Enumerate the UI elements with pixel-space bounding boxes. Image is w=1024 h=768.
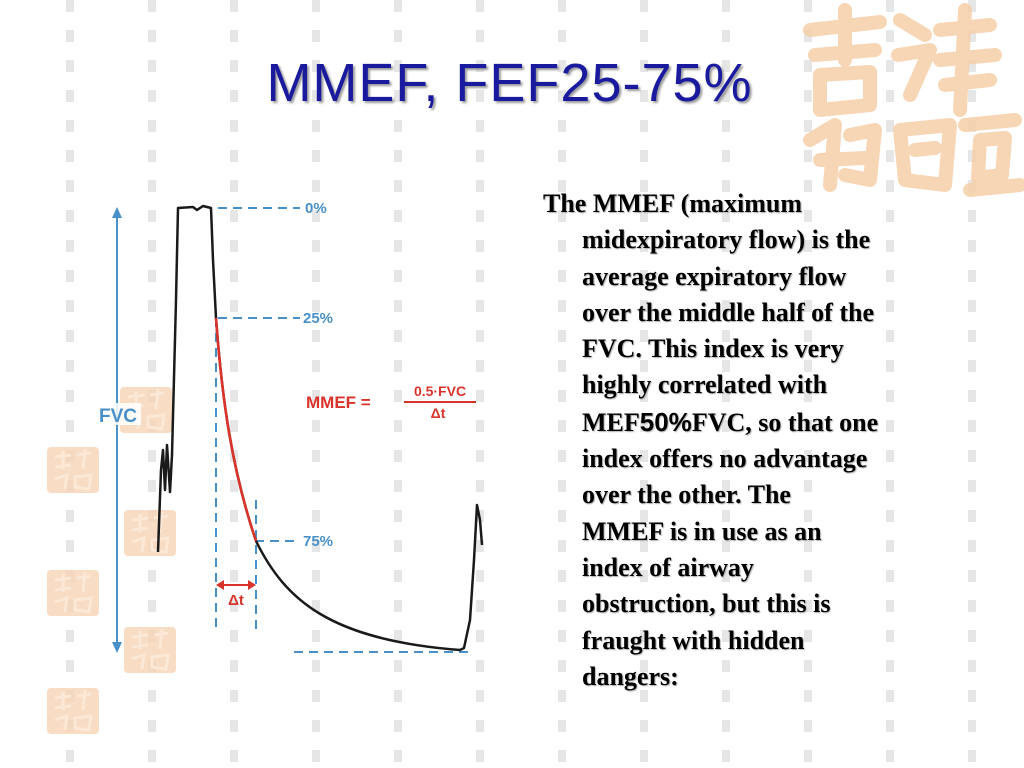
seal-stamp-icon xyxy=(124,510,176,556)
decorative-seal-icon xyxy=(803,3,1024,197)
label-75-percent: 75% xyxy=(303,533,333,550)
delta-t-arrow xyxy=(216,580,256,590)
text-line: fraught with hidden xyxy=(582,625,805,655)
formula-denominator: Δt xyxy=(431,405,446,421)
seal-stamp-icon xyxy=(47,570,99,616)
formula-numerator: 0.5·FVC xyxy=(414,383,466,399)
formula-lhs: MMEF = xyxy=(306,393,371,412)
text-line: MMEF is in use as an xyxy=(582,516,822,546)
fvc-label: FVC xyxy=(99,406,137,427)
guide-lines xyxy=(215,207,472,653)
slide-title: MMEF, FEF25-75% xyxy=(266,53,753,113)
body-paragraph: The MMEF (maximum midexpiratory flow) is… xyxy=(543,186,983,695)
text-line: highly correlated with xyxy=(582,370,828,400)
text-line: dangers: xyxy=(582,661,679,691)
flow-curve xyxy=(156,204,484,652)
mef-percent: 50% xyxy=(639,406,692,437)
fvc-arrow xyxy=(112,207,122,653)
label-0-percent: 0% xyxy=(305,200,327,217)
text-line: The MMEF (maximum xyxy=(543,189,802,218)
text-line: FVC. This index is very xyxy=(582,334,844,364)
text-line: over the middle half of the xyxy=(582,297,874,327)
text-line: midexpiratory flow) is the xyxy=(582,225,871,255)
text-line: index of airway xyxy=(582,552,754,582)
seal-stamp-icon xyxy=(47,447,99,493)
spirometry-diagram: FVC 0% 25% 75% Δt MMEF = 0.5·FVC Δt xyxy=(95,200,484,653)
mef-suffix: FVC, so that one xyxy=(691,407,879,437)
seal-stamp-icon xyxy=(47,688,99,734)
text-line: index offers no advantage xyxy=(582,444,868,474)
label-25-percent: 25% xyxy=(303,310,333,327)
text-line-mef: MEF50%FVC, so that one xyxy=(543,404,983,441)
text-line: over the other. The xyxy=(582,480,791,510)
mmef-segment xyxy=(214,317,258,542)
text-line: obstruction, but this is xyxy=(582,589,831,619)
seal-stamp-icon xyxy=(124,627,176,673)
delta-t-label: Δt xyxy=(228,592,244,609)
text-line: average expiratory flow xyxy=(582,261,847,291)
mef-prefix: MEF xyxy=(582,407,640,437)
